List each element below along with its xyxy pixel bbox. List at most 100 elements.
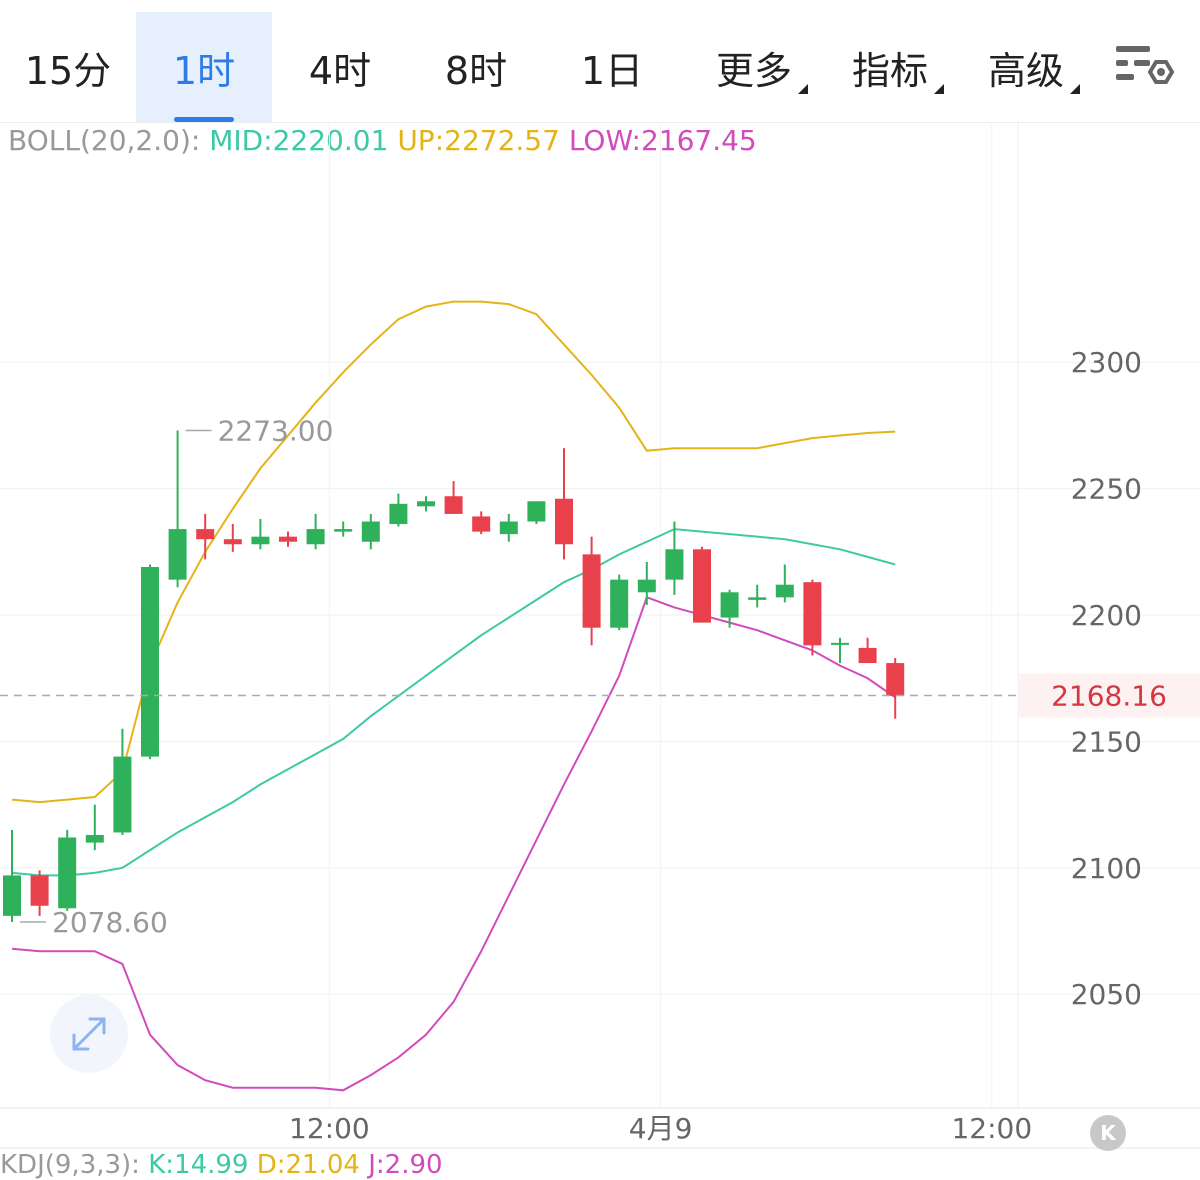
candle (30, 870, 49, 916)
candle (582, 536, 601, 646)
candle-body (58, 837, 77, 909)
tab-1d[interactable]: 1日 (544, 12, 680, 122)
candle-body (555, 498, 573, 545)
candle-body (444, 496, 463, 514)
tab-label: 1日 (580, 48, 644, 93)
candle-body (693, 549, 711, 623)
timeframe-tab-bar: 15分 1时 4时 8时 1日 更多 指标 高级 (0, 0, 1200, 123)
candle (3, 829, 21, 922)
boll-low-value: LOW:2167.45 (568, 124, 757, 157)
candle (693, 546, 711, 623)
max-label: 2273.00 (218, 414, 334, 447)
candle-body (610, 579, 629, 628)
x-tick-label: 12:00 (951, 1112, 1032, 1145)
x-tick-label: 4月9 (629, 1112, 693, 1145)
boll-mid-value: MID:2220.01 (209, 124, 389, 157)
candle (113, 728, 132, 835)
candle-body (279, 536, 297, 542)
candle (306, 513, 325, 550)
candle (775, 564, 794, 603)
candle (555, 448, 573, 560)
kdj-legend: KDJ(9,3,3): K:14.99 D:21.04 J:2.90 (0, 1150, 443, 1180)
candle (196, 513, 215, 560)
candle-body (223, 539, 242, 545)
tab-4h[interactable]: 4时 (272, 12, 408, 122)
candle-body (334, 529, 353, 532)
candle-body (720, 592, 739, 618)
boll-lower-line (11, 596, 896, 1092)
candle (499, 513, 518, 542)
tab-15min[interactable]: 15分 (0, 12, 136, 122)
candle (334, 521, 353, 537)
active-tab-indicator (174, 117, 234, 122)
tab-label: 更多 (715, 48, 792, 93)
candle-body (417, 501, 435, 507)
tab-advanced[interactable]: 高级 (972, 12, 1080, 122)
candle (803, 579, 822, 656)
candle (637, 561, 656, 605)
current-price-label-bg (1018, 673, 1200, 718)
candle (251, 518, 270, 550)
candle-body (665, 549, 684, 580)
chart-settings-icon[interactable] (1112, 42, 1176, 94)
candle-body (775, 584, 794, 598)
dropdown-triangle-icon (1070, 84, 1080, 94)
candle-body (748, 597, 767, 600)
candle-body (858, 647, 877, 664)
candle-body (251, 536, 270, 545)
candle-body (803, 582, 822, 646)
tab-1h[interactable]: 1时 (136, 12, 272, 122)
boll-legend: BOLL(20,2.0): MID:2220.01 UP:2272.57 LOW… (8, 124, 757, 157)
boll-label: BOLL(20,2.0): (8, 124, 201, 157)
candle (168, 430, 187, 588)
candle-body (306, 529, 325, 545)
candle-body (582, 554, 601, 628)
candle (389, 493, 408, 527)
candle (858, 637, 877, 664)
candle (279, 531, 297, 547)
candle (610, 574, 629, 631)
current-price-label: 2168.16 (1051, 680, 1167, 713)
candle (472, 511, 491, 535)
candle-body (361, 521, 380, 542)
kdj-d-value: D:21.04 (256, 1150, 360, 1180)
candle-body (831, 642, 849, 645)
candle-body (30, 875, 49, 906)
candle-body (3, 875, 21, 916)
boll-up-value: UP:2272.57 (397, 124, 560, 157)
k-logo-button[interactable]: K (1090, 1115, 1126, 1151)
candle (886, 658, 905, 719)
dropdown-triangle-icon (798, 84, 808, 94)
k-logo-icon: K (1100, 1121, 1116, 1145)
boll-upper-line (11, 300, 896, 804)
y-tick-label: 2100 (1071, 852, 1142, 885)
dropdown-triangle-icon (934, 84, 944, 94)
tab-more[interactable]: 更多 (700, 12, 808, 122)
tab-indicators[interactable]: 指标 (836, 12, 944, 122)
y-tick-label: 2150 (1071, 725, 1142, 758)
tab-label: 高级 (987, 48, 1064, 93)
tab-label: 8时 (444, 48, 508, 93)
kdj-j-value: J:2.90 (368, 1150, 443, 1180)
candle-body (527, 501, 546, 522)
candle-body (389, 503, 408, 525)
candle-body (637, 579, 656, 593)
kdj-label: KDJ(9,3,3): (0, 1150, 140, 1180)
candle-body (141, 567, 159, 757)
candle-body (499, 521, 518, 535)
candle (85, 804, 104, 851)
tab-label: 4时 (308, 48, 372, 93)
tab-8h[interactable]: 8时 (408, 12, 544, 122)
candle-body (472, 516, 491, 532)
expand-icon (72, 1017, 106, 1051)
candle-body (113, 756, 132, 833)
candle (665, 521, 684, 595)
expand-button[interactable] (50, 995, 128, 1073)
y-tick-label: 2050 (1071, 978, 1142, 1011)
candle (223, 524, 242, 552)
tab-label: 指标 (851, 48, 928, 93)
candle (417, 496, 435, 512)
candle (361, 513, 380, 550)
candle-body (85, 834, 104, 843)
